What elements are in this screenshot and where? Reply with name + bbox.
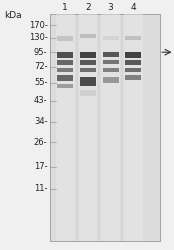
Bar bbox=[56, 14, 75, 241]
Bar bbox=[80, 52, 96, 58]
Text: kDa: kDa bbox=[5, 11, 22, 20]
Text: 95-: 95- bbox=[34, 48, 48, 57]
Bar bbox=[80, 90, 96, 96]
Bar bbox=[80, 76, 96, 86]
Text: 1: 1 bbox=[62, 3, 68, 12]
Text: 34-: 34- bbox=[34, 117, 48, 126]
Text: 43-: 43- bbox=[34, 96, 48, 106]
Bar bbox=[79, 14, 97, 241]
Bar bbox=[57, 52, 73, 58]
Bar bbox=[57, 75, 73, 81]
Text: 130-: 130- bbox=[29, 33, 48, 42]
Bar bbox=[124, 14, 143, 241]
Text: 2: 2 bbox=[85, 3, 91, 12]
Bar bbox=[125, 60, 141, 65]
Bar bbox=[50, 14, 160, 241]
Bar bbox=[57, 60, 73, 65]
Text: 72-: 72- bbox=[34, 62, 48, 71]
Bar bbox=[102, 76, 119, 83]
Bar bbox=[80, 34, 96, 37]
Bar bbox=[102, 60, 119, 64]
Text: 170-: 170- bbox=[29, 21, 48, 30]
Bar bbox=[57, 84, 73, 88]
Bar bbox=[101, 14, 120, 241]
Bar bbox=[102, 52, 119, 57]
Bar bbox=[102, 68, 119, 72]
Bar bbox=[80, 68, 96, 72]
Bar bbox=[125, 52, 141, 58]
Text: 4: 4 bbox=[130, 3, 136, 12]
Bar bbox=[125, 75, 141, 80]
Bar bbox=[125, 68, 141, 72]
Text: 26-: 26- bbox=[34, 138, 48, 147]
Bar bbox=[57, 36, 73, 41]
Bar bbox=[102, 36, 119, 40]
Text: 3: 3 bbox=[108, 3, 113, 12]
Text: 11-: 11- bbox=[34, 184, 48, 193]
Bar bbox=[80, 60, 96, 65]
Text: 17-: 17- bbox=[34, 162, 48, 171]
Bar bbox=[125, 36, 141, 40]
Text: 55-: 55- bbox=[34, 78, 48, 87]
Bar bbox=[57, 68, 73, 72]
